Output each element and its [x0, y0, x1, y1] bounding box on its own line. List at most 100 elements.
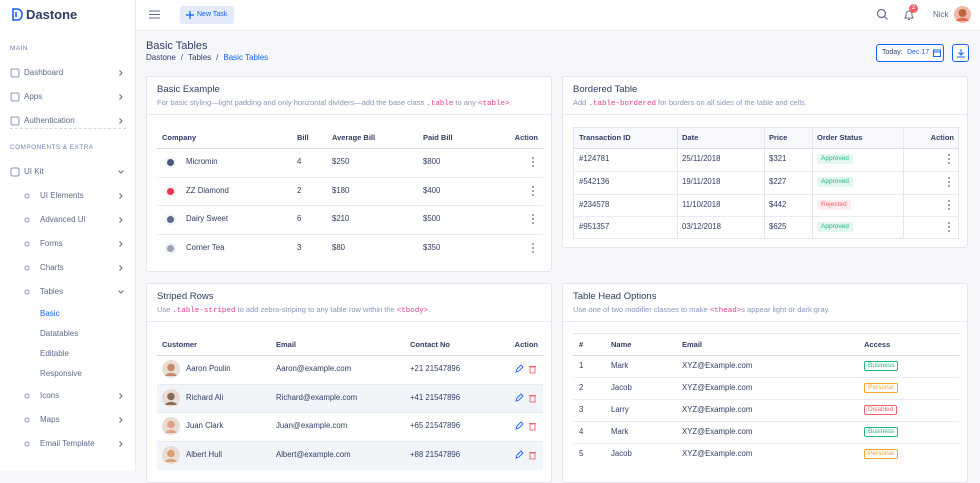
- delete-icon[interactable]: [529, 394, 536, 403]
- column-header: Date: [682, 133, 699, 142]
- table-cell: #542136: [579, 177, 610, 186]
- table-cell: 1: [579, 361, 584, 370]
- table-cell: +21 21547896: [410, 364, 461, 373]
- table-cell: XYZ@Example.com: [682, 405, 753, 414]
- icon-part: [532, 157, 534, 159]
- date-button[interactable]: Today: Dec 17: [876, 44, 944, 62]
- table-border: [573, 127, 959, 239]
- delete-icon[interactable]: [529, 451, 536, 460]
- description-text: to add zebra-striping to any table row w…: [235, 305, 397, 314]
- icon-part: [119, 417, 123, 423]
- row-line: [157, 233, 543, 235]
- edit-icon[interactable]: [515, 421, 524, 430]
- column-header: #: [579, 340, 584, 349]
- download-button[interactable]: [952, 44, 969, 62]
- table-cell: Richard@example.com: [276, 393, 358, 402]
- table-cell: Micromin: [186, 157, 218, 166]
- menu-item[interactable]: Editable: [40, 349, 69, 358]
- row-menu[interactable]: [946, 200, 952, 210]
- row-menu[interactable]: [530, 186, 536, 196]
- menu-item[interactable]: Responsive: [40, 369, 82, 378]
- menu-item[interactable]: Maps: [40, 415, 60, 424]
- table-cell: Aaron@example.com: [276, 364, 352, 373]
- row-line: [157, 383, 543, 385]
- divider: [10, 128, 126, 129]
- app: Dastone MAIN Dashboard Apps Authentication CO…: [10, 0, 980, 483]
- row-menu[interactable]: [946, 154, 952, 164]
- table-header-bg: [573, 127, 959, 148]
- row-line: [573, 193, 959, 195]
- row-line: [573, 377, 959, 378]
- row-menu[interactable]: [946, 177, 952, 187]
- row-menu[interactable]: [946, 222, 952, 232]
- search-icon[interactable]: [876, 8, 888, 20]
- breadcrumb-item[interactable]: Dastone: [146, 53, 176, 62]
- status-badge: Approved: [817, 222, 853, 232]
- chevron: [119, 265, 123, 271]
- icon-part: [118, 170, 124, 174]
- table-cell: Corner Tea: [186, 243, 225, 252]
- edit-icon[interactable]: [515, 393, 524, 402]
- table-cell: Jacob: [611, 449, 632, 458]
- row-line: [157, 411, 543, 413]
- status-badge: Personal: [864, 383, 898, 393]
- icon-part: [532, 214, 534, 216]
- delete-icon[interactable]: [529, 422, 536, 431]
- user-name[interactable]: Nick: [933, 10, 949, 19]
- edit-icon[interactable]: [515, 450, 524, 459]
- breadcrumb-item[interactable]: Tables: [176, 53, 211, 62]
- column-header: Action: [514, 340, 538, 349]
- card-description: For basic styling—light padding and only…: [157, 97, 512, 109]
- menu-item[interactable]: UI Kit: [24, 167, 44, 176]
- icon-part: [165, 372, 177, 376]
- card: Table Head Options Use one of two modifie…: [562, 283, 968, 483]
- menu-item[interactable]: Basic: [40, 309, 60, 318]
- row-menu[interactable]: [530, 157, 536, 167]
- table-cell: $625: [769, 222, 787, 231]
- status-badge: Approved: [817, 154, 853, 164]
- menu-toggle[interactable]: [149, 10, 160, 19]
- menu-item[interactable]: Icons: [40, 391, 60, 400]
- table-cell: $500: [423, 214, 441, 223]
- bullet: [24, 393, 30, 399]
- icon-part: [948, 208, 950, 210]
- icon-part: [532, 190, 534, 192]
- menu-item[interactable]: UI Elements: [40, 191, 84, 200]
- menu-item[interactable]: Forms: [40, 239, 63, 248]
- delete-icon[interactable]: [529, 365, 536, 374]
- user-avatar[interactable]: [954, 6, 971, 23]
- icon-part: [119, 94, 123, 100]
- menu-item[interactable]: Dashboard: [24, 68, 64, 77]
- icon-part: [532, 251, 534, 253]
- table-cell: 5: [579, 449, 584, 458]
- calendar-icon: [933, 49, 941, 57]
- menu-item[interactable]: Authentication: [24, 116, 75, 125]
- column-header: Bill: [297, 133, 309, 142]
- row-menu[interactable]: [530, 243, 536, 253]
- icon-part: [948, 204, 950, 206]
- column-header: Action: [930, 133, 954, 142]
- page: Dastone - Basic Tables {"brand": "Daston…: [10, 0, 980, 483]
- icon-part: [165, 429, 177, 433]
- card-description: Use one of two modifier classes to make …: [573, 304, 830, 316]
- table-cell: Mark: [611, 427, 629, 436]
- table-cell: $227: [769, 177, 787, 186]
- table-cell: 3: [579, 405, 584, 414]
- row-menu[interactable]: [530, 214, 536, 224]
- menu-item[interactable]: Apps: [24, 92, 43, 101]
- menu-item[interactable]: Charts: [40, 263, 64, 272]
- new-task-button[interactable]: New Task: [180, 6, 234, 24]
- menu-item[interactable]: Advanced UI: [40, 215, 86, 224]
- column-header: Average Bill: [332, 133, 376, 142]
- card-title: Table Head Options: [573, 291, 657, 302]
- menu-item[interactable]: Tables: [40, 287, 64, 296]
- icon-part: [118, 290, 124, 294]
- bullet: [24, 289, 30, 295]
- menu-item[interactable]: Datatables: [40, 329, 79, 338]
- table-cell: 2: [579, 383, 584, 392]
- edit-icon[interactable]: [515, 364, 524, 373]
- code-snippet: .table-bordered: [588, 100, 656, 108]
- menu-item[interactable]: Email Template: [40, 439, 95, 448]
- icon-part: [532, 194, 534, 196]
- status-badge: Approved: [817, 177, 853, 187]
